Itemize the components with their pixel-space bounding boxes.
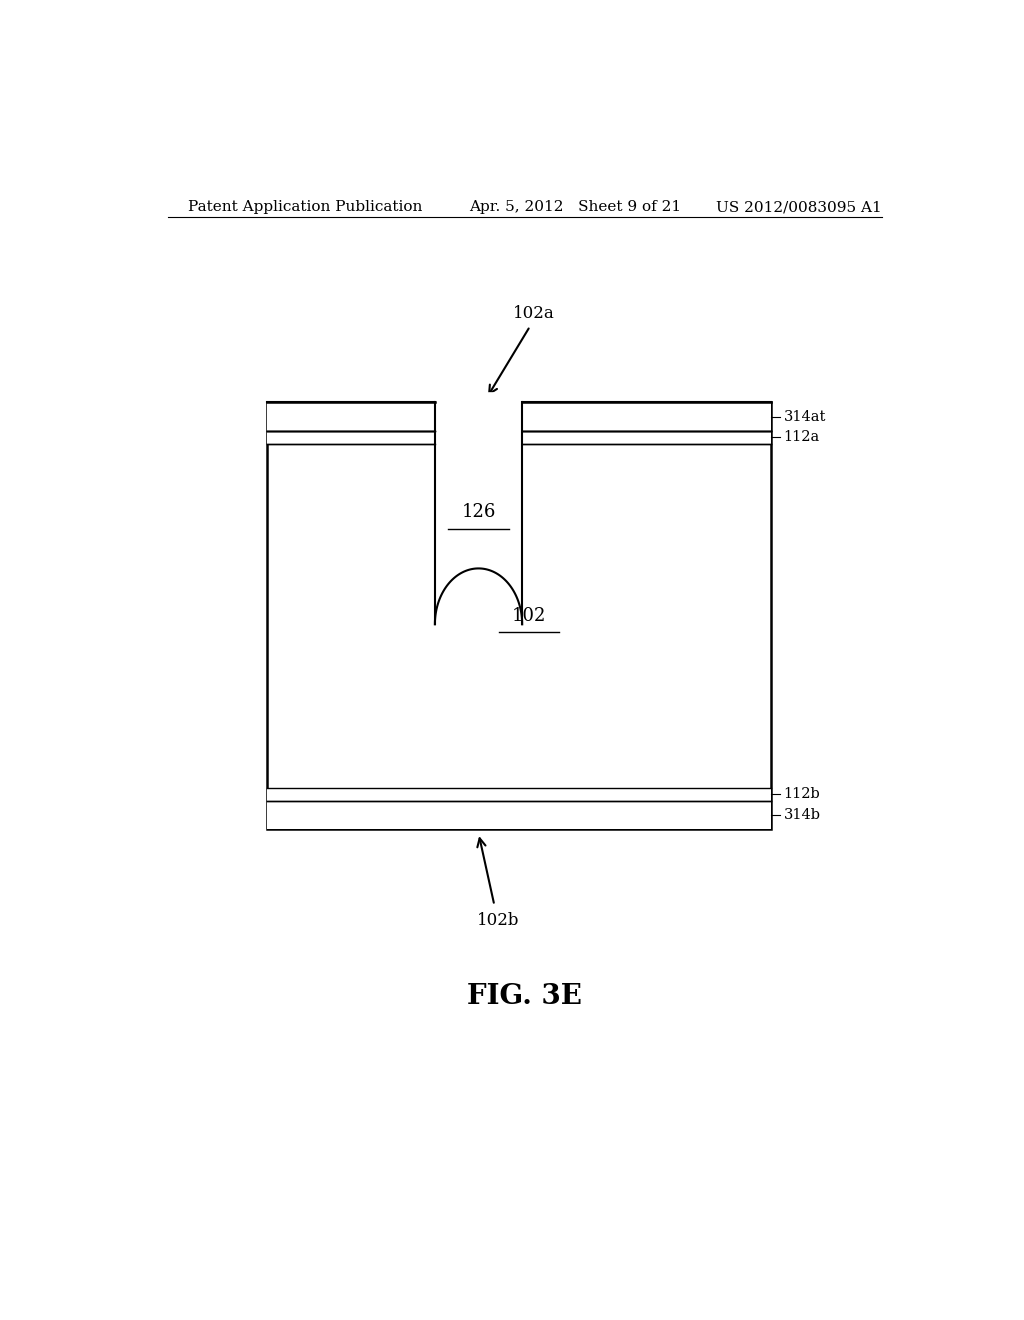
Text: 102: 102 [512, 607, 546, 624]
Text: Patent Application Publication: Patent Application Publication [187, 201, 422, 214]
Bar [267, 430, 771, 444]
Text: 314at: 314at [783, 409, 826, 424]
Text: 112a: 112a [783, 430, 820, 445]
Text: US 2012/0083095 A1: US 2012/0083095 A1 [716, 201, 882, 214]
Text: 112b: 112b [783, 787, 820, 801]
Text: 314b: 314b [783, 808, 820, 822]
Text: 102b: 102b [477, 912, 519, 928]
Text: 102a: 102a [513, 305, 555, 322]
Bar [267, 403, 771, 430]
Text: 126: 126 [462, 503, 496, 521]
Bar [267, 788, 771, 801]
Text: FIG. 3E: FIG. 3E [467, 983, 583, 1010]
Bar [267, 403, 771, 829]
Text: Apr. 5, 2012   Sheet 9 of 21: Apr. 5, 2012 Sheet 9 of 21 [469, 201, 681, 214]
Bar [267, 801, 771, 829]
Polygon shape [435, 392, 522, 624]
